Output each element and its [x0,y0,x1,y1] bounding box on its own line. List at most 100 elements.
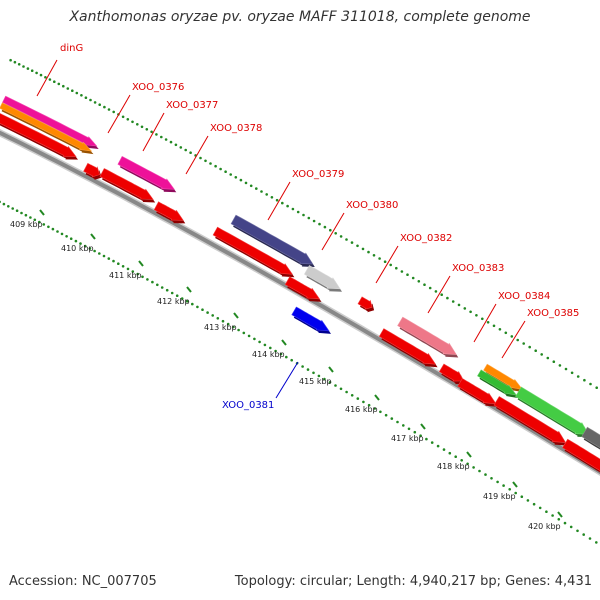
outer-tick-dot [558,364,562,367]
gene-feature [493,396,568,446]
outer-tick-dot [30,69,34,72]
inner-tick-dot [7,205,10,208]
outer-tick-dot [323,225,327,229]
gene-label-xoo_0379[interactable]: XOO_0379 [292,169,344,180]
gene-label-xoo_0378[interactable]: XOO_0378 [210,123,262,134]
outer-tick-dot [423,283,426,287]
gene-feature-body [581,426,600,449]
outer-tick-dot [334,232,338,235]
outer-tick-dot [249,184,253,188]
inner-tick-dot [557,518,561,521]
inner-tick-dot [126,267,130,271]
outer-tick-dot [26,67,30,70]
inner-tick-dot [65,235,68,238]
gene-feature-body [2,95,98,147]
gene-label-xoo_0384[interactable]: XOO_0384 [498,291,550,302]
inner-tick-dot [98,252,101,255]
gene-label-ding[interactable]: dinG [60,43,83,54]
gene-feature [291,306,331,334]
outer-tick-dot [345,238,348,241]
gene-leader-line [185,135,209,175]
gene-feature [153,201,186,224]
scale-label: 410 kbp [61,244,94,253]
outer-tick-dot [131,120,134,124]
outer-tick-dot [121,115,125,119]
gene-label-xoo_0382[interactable]: XOO_0382 [400,233,452,244]
gene-feature-body [83,162,101,178]
outer-tick-dot [395,266,398,270]
outer-tick-dot [17,63,21,66]
inner-tick-dot [526,499,530,502]
gene-feature-body [117,155,175,190]
inner-tick-dot [216,317,220,320]
outer-tick-dot [516,338,519,342]
gene-label-xoo_0380[interactable]: XOO_0380 [346,200,398,211]
outer-tick-dot [184,148,187,152]
outer-tick-dot [589,382,592,386]
gene-label-xoo_0385[interactable]: XOO_0385 [527,308,579,319]
inner-tick-dot [323,377,326,381]
outer-tick-dot [570,371,574,375]
inner-tick-dot [56,230,59,233]
inner-tick-dot [588,537,592,540]
outer-tick-dot [595,386,598,390]
backbone-line [0,130,600,475]
gene-feature [0,113,78,160]
outer-tick-dot [389,263,393,267]
outer-tick-dot [504,331,508,335]
gene-feature [457,378,499,407]
scale-labels: 409 kbp 410 kbp 411 kbp 412 kbp 413 kbp 414 k… [10,209,563,531]
inner-tick-dot [301,365,304,368]
inner-tick-dot [508,488,512,491]
inner-tick-dot [290,358,294,362]
gene-leader-line [375,245,399,284]
outer-tick-dot [291,207,295,211]
scale-tick-mark [138,260,144,267]
inner-tick-dot [390,417,394,420]
gene-label-xoo_0381[interactable]: XOO_0381 [222,400,274,411]
outer-tick-dot [318,222,321,226]
inner-tick-dot [367,403,371,407]
scale-tick-mark [420,423,426,430]
outer-tick-dot [400,270,404,273]
gene-leader-line [321,212,345,251]
inner-tick-dot [226,322,230,326]
inner-tick-dot [490,477,493,480]
inner-tick-dot [442,448,446,451]
gene-labels[interactable]: dinG XOO_0376 XOO_0377 XOO_0378 XOO_0379 XOO_… [60,43,579,411]
inner-tick-dot [20,211,23,215]
inner-tick-dot [317,374,321,378]
outer-tick-dot [66,87,70,90]
outer-tick-dot [428,286,432,290]
outer-tick-dot [93,101,97,104]
outer-tick-dot [275,198,279,202]
outer-tick-dot [80,94,83,97]
inner-tick-dot [93,249,96,253]
gene-label-xoo_0377[interactable]: XOO_0377 [166,100,218,111]
gene-label-xoo_0383[interactable]: XOO_0383 [452,263,504,274]
outer-tick-dot [140,125,144,129]
outer-tick-dot [179,146,183,149]
inner-tick-dot [582,533,585,536]
scale-tick-mark [186,286,192,293]
outer-tick-dot [528,345,531,349]
gene-label-xoo_0376[interactable]: XOO_0376 [132,82,184,93]
inner-tick-dot [551,514,554,517]
inner-tick-dot [472,466,475,469]
inner-tick-dot [460,459,464,462]
gene-feature [284,276,322,302]
inner-tick-dot [569,525,573,529]
outer-tick-dot [189,151,192,154]
gene-leader-line [142,112,165,152]
outer-tick-dot [486,321,490,324]
inner-tick-dot [136,272,139,276]
outer-tick-dot [510,335,514,338]
inner-tick-dot [151,280,154,284]
outer-tick-dot [239,178,243,182]
gene-leader-line [36,59,58,97]
outer-tick-dot [469,310,472,314]
inner-tick-dot [170,291,174,295]
inner-tick-dot [69,237,73,240]
inner-tick-dot [502,484,505,487]
outer-tick-dot [150,130,153,134]
